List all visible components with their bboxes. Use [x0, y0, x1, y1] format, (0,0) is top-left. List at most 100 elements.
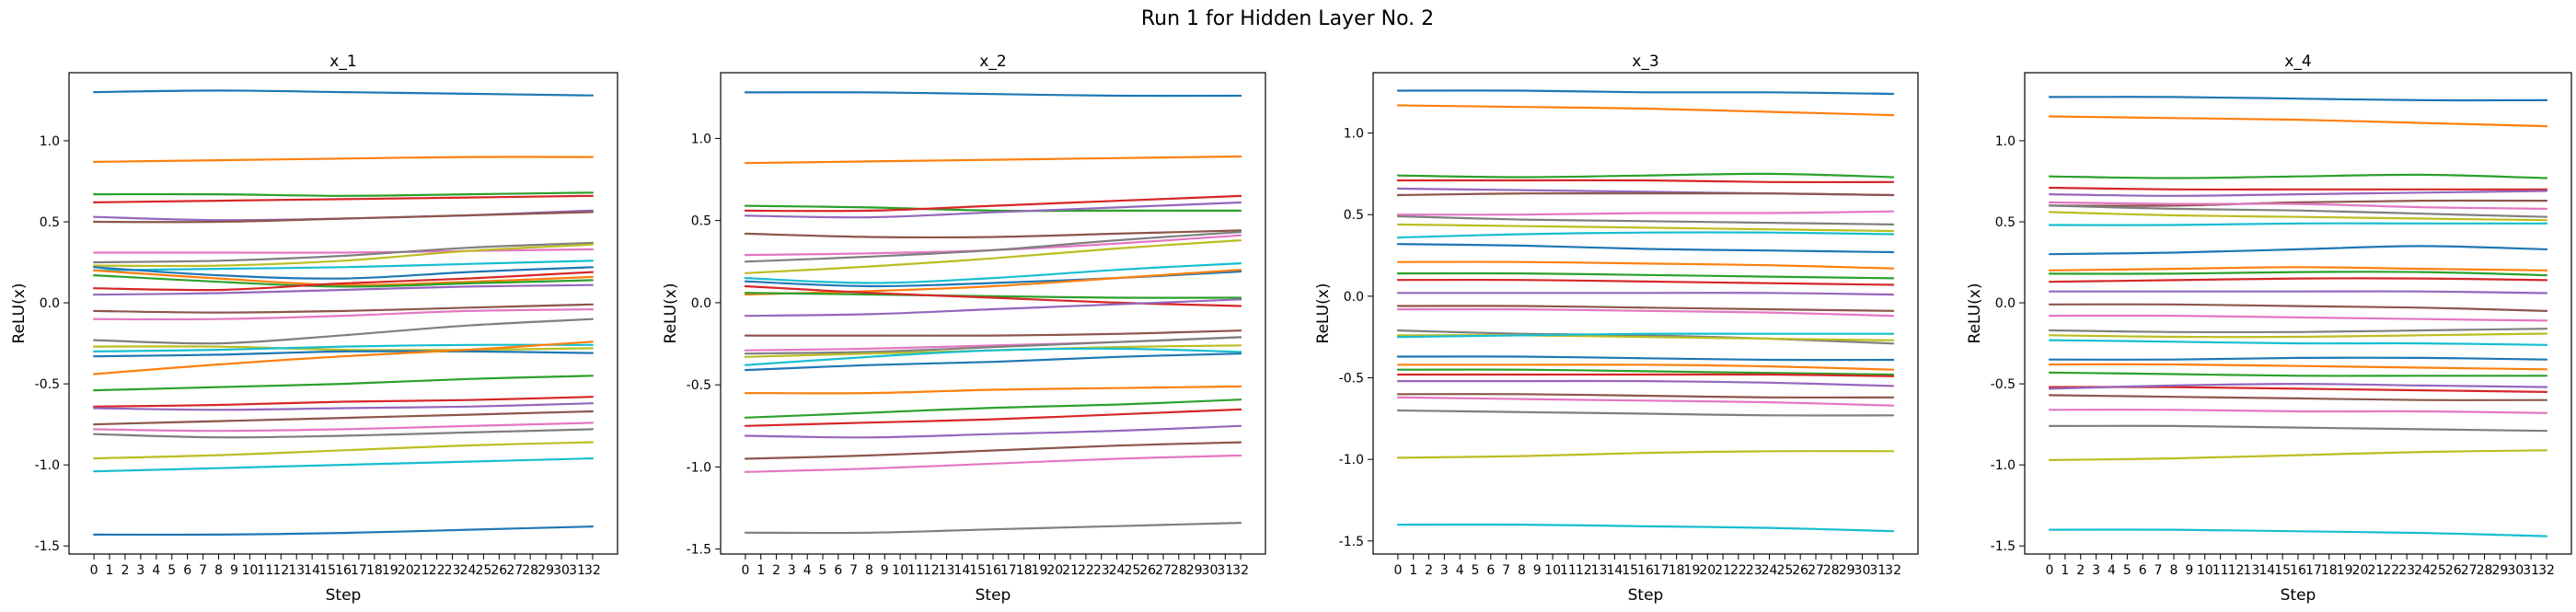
x-tick-label: 3: [2092, 563, 2100, 578]
x-tick-label: 9: [230, 563, 238, 578]
series-line-1: [2048, 96, 2548, 102]
series-line-15: [744, 298, 1242, 318]
series-line-21: [2048, 356, 2548, 361]
series-line-13: [93, 274, 594, 288]
x-tick-label: 30: [553, 563, 570, 578]
series-line-23: [1396, 368, 1895, 376]
series-line-25: [2048, 383, 2548, 390]
series-line-10: [744, 262, 1242, 284]
series-line-16: [2048, 303, 2548, 312]
x-tick-label: 6: [1486, 563, 1495, 578]
x-tick-label: 24: [460, 563, 477, 578]
series-line-12: [744, 269, 1242, 296]
x-tick-label: 25: [2430, 563, 2446, 578]
x-tick-label: 22: [2383, 563, 2399, 578]
series-line-27: [1396, 396, 1895, 407]
plot-frame: [720, 72, 1266, 555]
series-line-22: [2048, 363, 2548, 371]
y-tick-label: 1.0: [691, 132, 711, 146]
x-tick-label: 8: [1518, 563, 1526, 578]
series-line-15: [1396, 292, 1895, 296]
x-tick-label: 6: [834, 563, 842, 578]
x-tick-label: 23: [2398, 563, 2415, 578]
series-line-25: [93, 402, 594, 411]
y-axis-label: ReLU(x): [1966, 283, 1984, 344]
y-tick-label: 0.5: [1995, 215, 2016, 230]
series-line-3: [744, 204, 1242, 213]
y-tick-label: 0.5: [40, 215, 60, 230]
series-line-2: [744, 155, 1242, 165]
series-line-23: [93, 375, 594, 392]
x-tick-label: 26: [2445, 563, 2462, 578]
series-group: [1396, 89, 1895, 533]
y-tick-label: -0.5: [687, 378, 711, 393]
x-tick-label: 29: [1186, 563, 1203, 578]
x-tick-label: 16: [2290, 563, 2306, 578]
series-line-26: [744, 441, 1242, 460]
series-line-23: [744, 398, 1242, 419]
series-line-15: [93, 283, 594, 296]
x-tick-label: 17: [1653, 563, 1669, 578]
series-line-18: [2048, 328, 2548, 334]
series-line-30: [1396, 523, 1895, 533]
y-tick-label: -1.5: [1991, 539, 2016, 554]
series-line-13: [2048, 271, 2548, 277]
subplot-1: -1.5-1.0-0.50.00.51.00 1 2 3 4 5 6 7 8 9 10 11 12 13 1…: [10, 52, 618, 605]
x-tick-label: 27: [506, 563, 523, 578]
x-tick-label: 11: [257, 563, 273, 578]
series-line-15: [2048, 290, 2548, 294]
y-tick-label: -1.0: [1339, 453, 1364, 468]
y-axis-label: ReLU(x): [662, 283, 680, 344]
x-tick-label: 26: [1139, 563, 1156, 578]
series-group: [2048, 96, 2548, 537]
series-line-20: [1396, 332, 1895, 339]
series-line-28: [1396, 409, 1895, 417]
series-line-1: [93, 89, 594, 97]
series-line-4: [2048, 186, 2548, 191]
x-tick-label: 18: [366, 563, 383, 578]
x-tick-label: 31: [569, 563, 585, 578]
x-tick-label: 25: [1776, 563, 1793, 578]
series-line-25: [1396, 379, 1895, 387]
x-tick-label: 27: [2461, 563, 2478, 578]
series-line-4: [93, 194, 594, 203]
y-tick-label: 0.0: [1344, 290, 1364, 305]
x-tick-label: 19: [2337, 563, 2353, 578]
x-tick-label: 13: [288, 563, 305, 578]
x-tick-label: 13: [939, 563, 955, 578]
series-line-11: [93, 266, 594, 280]
y-tick-label: 1.0: [1995, 134, 2016, 149]
series-line-6: [93, 211, 594, 224]
x-tick-label: 19: [382, 563, 399, 578]
series-line-5: [744, 201, 1242, 219]
x-tick-label: 7: [849, 563, 858, 578]
x-tick-label: 21: [413, 563, 430, 578]
x-tick-label: 10: [241, 563, 258, 578]
series-line-10: [1396, 231, 1895, 239]
x-tick-label: 16: [1637, 563, 1654, 578]
series-line-19: [93, 345, 594, 352]
x-tick-label: 26: [491, 563, 507, 578]
x-tick-label: 20: [398, 563, 414, 578]
x-tick-label: 4: [152, 563, 160, 578]
series-line-4: [1396, 179, 1895, 184]
series-line-3: [1396, 172, 1895, 179]
x-tick-label: 24: [1109, 563, 1126, 578]
x-tick-label: 19: [1032, 563, 1048, 578]
x-tick-label: 12: [272, 563, 289, 578]
x-tick-label: 7: [2154, 563, 2163, 578]
series-line-25: [744, 424, 1242, 439]
series-line-9: [744, 239, 1242, 274]
x-tick-label: 5: [1472, 563, 1480, 578]
x-tick-label: 21: [1062, 563, 1079, 578]
x-tick-label: 17: [1000, 563, 1017, 578]
x-tick-label: 32: [1885, 563, 1901, 578]
series-line-23: [2048, 371, 2548, 377]
series-line-3: [93, 191, 594, 197]
x-tick-label: 21: [2367, 563, 2384, 578]
series-line-26: [1396, 393, 1895, 399]
series-line-6: [1396, 191, 1895, 197]
x-tick-label: 15: [2274, 563, 2291, 578]
x-tick-label: 18: [2321, 563, 2338, 578]
series-line-19: [2048, 332, 2548, 339]
